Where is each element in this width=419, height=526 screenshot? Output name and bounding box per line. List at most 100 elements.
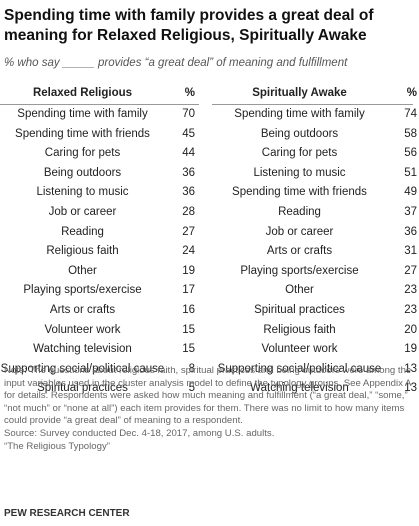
item-value: 17 (182, 284, 195, 297)
item-value: 8 (188, 362, 195, 375)
item-value: 51 (404, 166, 417, 179)
table-row: Supporting social/political cause 13 (212, 360, 417, 380)
table-row: Spending time with family 70 (0, 105, 199, 125)
item-value: 19 (182, 264, 195, 277)
item-label: Arts or crafts (49, 304, 116, 316)
table-row: Spending time with family 74 (212, 105, 417, 125)
item-value: 56 (404, 147, 417, 160)
table-row: Reading 27 (0, 223, 199, 243)
item-label: Reading (278, 206, 321, 218)
table-row: Other 19 (0, 262, 199, 282)
item-label: Volunteer work (261, 343, 338, 356)
table-row: Volunteer work 15 (0, 321, 199, 341)
item-label: Other (68, 264, 97, 277)
item-label: Supporting social/political cause (217, 362, 382, 375)
item-value: 37 (404, 206, 417, 218)
table-row: Job or career 28 (0, 203, 199, 223)
table-row: Arts or crafts 16 (0, 301, 199, 321)
item-value: 36 (182, 186, 195, 199)
item-label: Watching television (250, 382, 349, 395)
table-row: Caring for pets 44 (0, 144, 199, 164)
table-row: Playing sports/exercise 17 (0, 281, 199, 301)
table-row: Job or career 36 (212, 223, 417, 243)
item-label: Reading (61, 225, 104, 238)
item-label: Spending time with family (234, 108, 365, 120)
item-value: 74 (404, 108, 417, 120)
item-value: 27 (404, 264, 417, 277)
item-label: Listening to music (253, 166, 346, 179)
item-value: 45 (182, 127, 195, 140)
item-label: Watching television (33, 343, 132, 356)
note: Note: The questions about religious fait… (4, 365, 412, 427)
table-row: Religious faith 24 (0, 242, 199, 262)
table-row: Watching television 13 (212, 379, 417, 399)
table-row: Reading 37 (212, 203, 417, 223)
item-value: 27 (182, 225, 195, 238)
table-row: Listening to music 51 (212, 164, 417, 184)
table-row: Religious faith 20 (212, 321, 417, 341)
table-row: Volunteer work 19 (212, 340, 417, 360)
item-value: 36 (182, 166, 195, 179)
title: Spending time with family provides a gre… (4, 7, 374, 44)
item-label: Playing sports/exercise (240, 264, 359, 277)
item-label: Arts or crafts (266, 245, 333, 258)
item-value: 13 (404, 362, 417, 375)
item-value: 58 (404, 127, 417, 140)
table-row: Watching television 15 (0, 340, 199, 360)
item-label: Being outdoors (43, 166, 122, 179)
item-label: Job or career (48, 206, 117, 218)
column-header: % (184, 87, 195, 99)
item-label: Playing sports/exercise (23, 284, 142, 297)
column-header: Spiritually Awake (252, 87, 347, 99)
item-label: Listening to music (36, 186, 129, 199)
item-value: 15 (182, 323, 195, 336)
item-value: 70 (182, 108, 195, 120)
source: Source: Survey conducted Dec. 4-18, 2017… (4, 427, 275, 439)
notes: Note: The questions about religious fait… (4, 365, 414, 453)
item-value: 16 (182, 304, 195, 316)
item-label: Spending time with friends (232, 186, 367, 199)
item-label: Spending time with family (17, 108, 148, 120)
item-value: 19 (404, 343, 417, 356)
item-value: 28 (182, 206, 195, 218)
table-row: Being outdoors 36 (0, 164, 199, 184)
item-value: 49 (404, 186, 417, 199)
item-value: 44 (182, 147, 195, 160)
item-label: Spending time with friends (15, 127, 150, 140)
report: “The Religious Typology” (4, 440, 110, 452)
item-label: Caring for pets (261, 147, 338, 160)
table-row: Arts or crafts 31 (212, 242, 417, 262)
table-row: Spiritual practices 23 (212, 301, 417, 321)
item-label: Spiritual practices (37, 382, 128, 395)
item-label: Spiritual practices (254, 304, 345, 316)
item-value: 5 (188, 382, 195, 395)
item-value: 20 (404, 323, 417, 336)
item-label: Job or career (265, 225, 334, 238)
item-value: 23 (404, 284, 417, 297)
table-row: Playing sports/exercise 27 (212, 262, 417, 282)
table-row: Spending time with friends 49 (212, 183, 417, 203)
table-row: Being outdoors 58 (212, 125, 417, 145)
table-row: Spiritual practices 5 (0, 379, 199, 399)
item-label: Religious faith (263, 323, 336, 336)
table-row: Supporting social/political cause 8 (0, 360, 199, 380)
item-label: Other (285, 284, 314, 297)
item-value: 31 (404, 245, 417, 258)
item-value: 13 (404, 382, 417, 395)
header-row: Relaxed Religious% (0, 84, 199, 105)
header-row: Spiritually Awake% (212, 84, 417, 105)
item-label: Being outdoors (260, 127, 339, 140)
item-label: Caring for pets (44, 147, 121, 160)
column-header: Relaxed Religious (32, 87, 133, 99)
item-label: Supporting social/political cause (0, 362, 165, 375)
subtitle: % who say _____ provides “a great deal” … (4, 57, 348, 69)
item-value: 23 (404, 304, 417, 316)
item-value: 15 (182, 343, 195, 356)
table-row: Other 23 (212, 281, 417, 301)
column-header: % (406, 87, 417, 99)
item-label: Volunteer work (44, 323, 121, 336)
brand: PEW RESEARCH CENTER (4, 508, 130, 519)
table-row: Caring for pets 56 (212, 144, 417, 164)
table-row: Listening to music 36 (0, 183, 199, 203)
